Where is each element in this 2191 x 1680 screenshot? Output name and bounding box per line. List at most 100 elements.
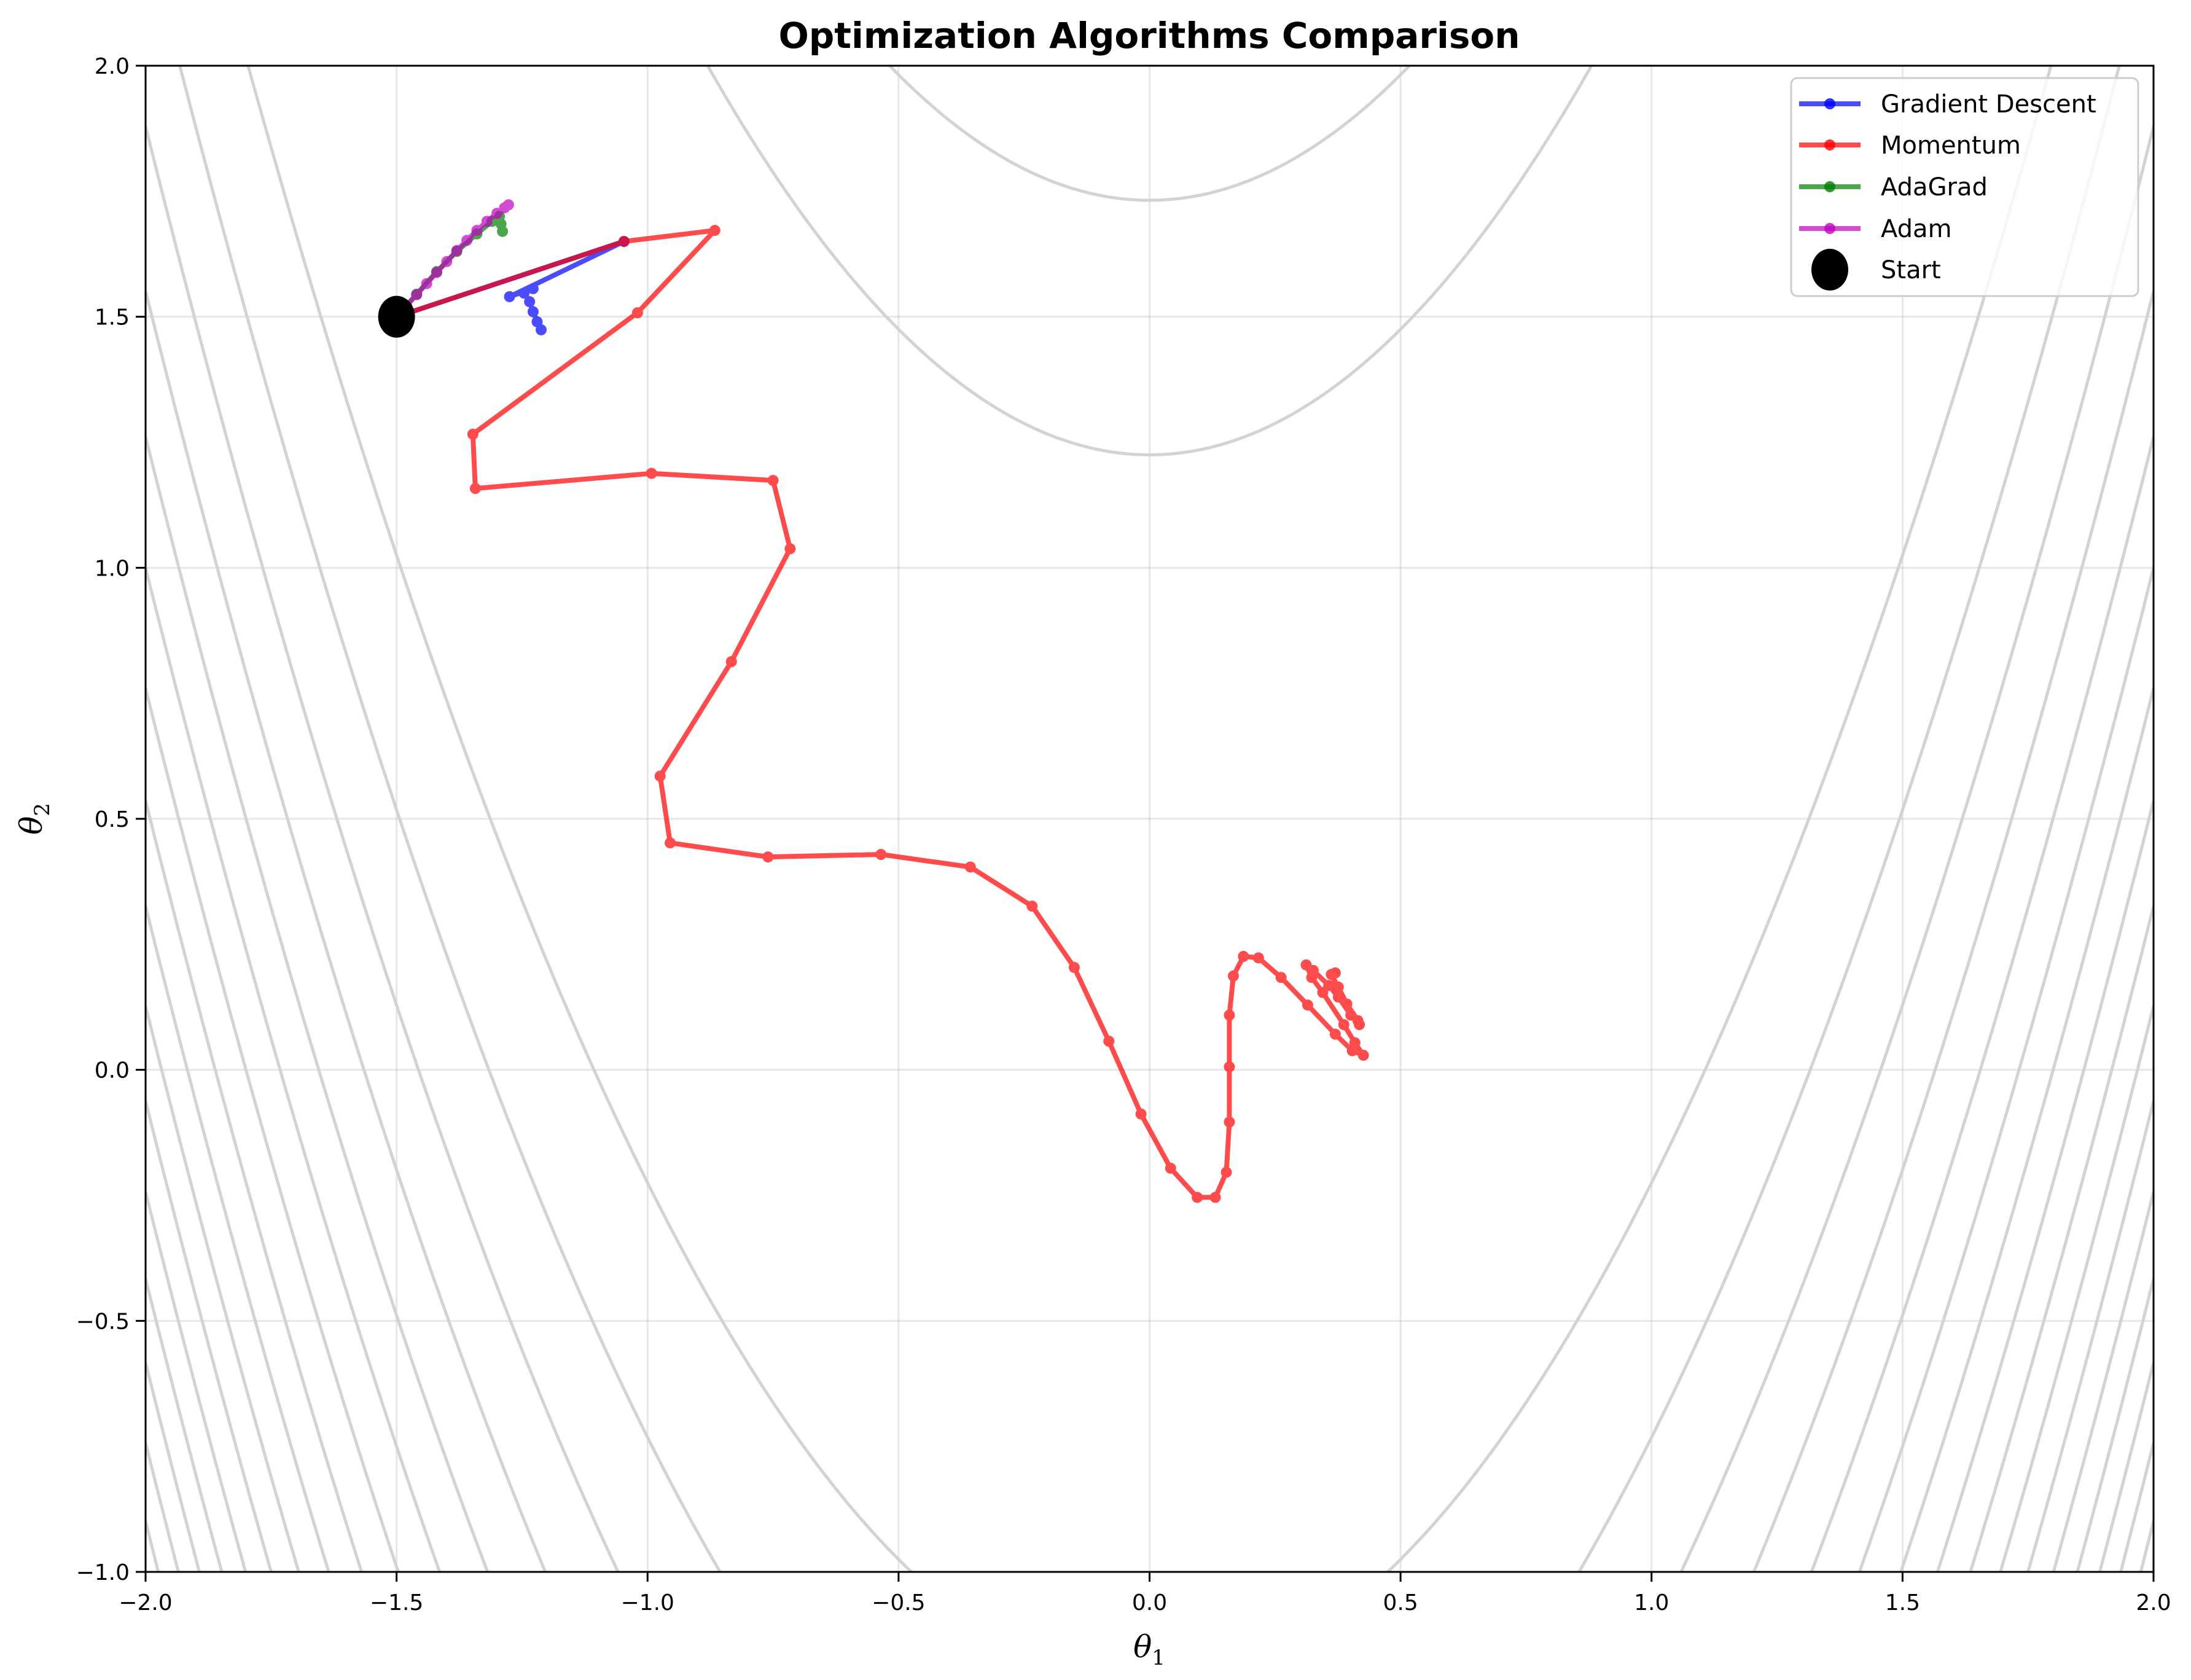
y-tick-label: 0.0 — [95, 1058, 130, 1084]
trajectory-point — [527, 306, 539, 318]
trajectory-point — [1192, 1192, 1203, 1203]
trajectory-point — [767, 475, 779, 486]
y-tick-label: 1.0 — [95, 556, 130, 581]
trajectory-point — [1329, 1028, 1341, 1040]
legend-label: AdaGrad — [1881, 173, 1988, 201]
trajectory-point — [1238, 950, 1249, 962]
trajectory-point — [618, 236, 630, 248]
legend-label: Start — [1881, 256, 1941, 284]
start-marker — [378, 295, 415, 338]
trajectory-point — [1307, 964, 1319, 976]
trajectory-point — [1220, 1166, 1232, 1178]
contour-line — [706, 66, 1593, 456]
y-tick-label: −0.5 — [76, 1309, 130, 1334]
y-tick-label: −1.0 — [76, 1560, 130, 1585]
legend-item-gradient-descent: Gradient Descent — [1799, 90, 2096, 119]
trajectory-point — [762, 851, 774, 863]
trajectory-point — [1103, 1036, 1115, 1047]
trajectory-point — [1068, 961, 1080, 973]
legend-dot-icon — [1824, 98, 1835, 109]
trajectory-point — [665, 837, 676, 849]
legend-dot-icon — [1824, 223, 1835, 234]
trajectory-point — [1227, 970, 1239, 982]
x-tick-label: −1.5 — [370, 1590, 423, 1616]
x-tick-label: 1.0 — [1634, 1590, 1669, 1616]
trajectory-point — [441, 256, 453, 267]
series-momentum — [391, 225, 1369, 1203]
x-axis-ticks: −2.0 −1.5 −1.0 −0.5 0.0 0.5 1.0 1.5 2.0 — [119, 1572, 2171, 1616]
legend-label: Adam — [1881, 215, 1952, 243]
legend-marker-icon — [1811, 249, 1848, 291]
contour-line — [146, 126, 2154, 1572]
trajectory-point — [431, 267, 443, 278]
x-axis-label: θ1 — [1133, 1629, 1165, 1670]
chart-title: Optimization Algorithms Comparison — [778, 15, 1520, 57]
contour-line — [178, 66, 2121, 1572]
trajectory-point — [646, 467, 657, 479]
trajectory-point — [451, 244, 463, 256]
trajectory-point — [1332, 981, 1344, 993]
x-tick-label: 1.5 — [1885, 1590, 1920, 1616]
trajectory-point — [524, 296, 536, 308]
trajectory-point — [535, 324, 547, 335]
trajectory-point — [411, 289, 423, 300]
trajectory-point — [481, 216, 493, 227]
trajectory-point — [709, 225, 721, 236]
trajectory-point — [1224, 1061, 1235, 1072]
trajectory-point — [1332, 991, 1344, 1003]
contour-lines — [146, 66, 2154, 1572]
trajectory-point — [1135, 1108, 1147, 1120]
trajectory-point — [964, 861, 976, 873]
trajectory-point — [1329, 967, 1341, 979]
trajectory-point — [1349, 1037, 1361, 1049]
trajectory-point — [1224, 1116, 1235, 1128]
trajectory-point — [1323, 980, 1335, 991]
contour-line — [887, 66, 1412, 202]
trajectory-point — [1275, 972, 1287, 983]
legend-dot-icon — [1824, 139, 1835, 150]
trajectory-point — [631, 307, 643, 319]
trajectory-point — [497, 225, 509, 237]
trajectory-point — [518, 287, 530, 299]
trajectory-point — [1165, 1162, 1176, 1174]
trajectory-point — [461, 235, 473, 246]
y-tick-label: 2.0 — [95, 54, 130, 79]
trajectory-point — [1026, 901, 1038, 912]
legend-label: Momentum — [1881, 131, 2021, 160]
trajectory-point — [1252, 952, 1264, 964]
x-tick-label: −0.5 — [872, 1590, 925, 1616]
trajectory-point — [1338, 1019, 1349, 1031]
contour-line — [146, 291, 2154, 1572]
trajectory-point — [654, 770, 666, 782]
trajectory-point — [1209, 1192, 1221, 1203]
legend-item-start: Start — [1811, 249, 1941, 291]
y-axis-label: θ2 — [14, 803, 55, 835]
trajectory-point — [1341, 998, 1353, 1010]
legend: Gradient Descent Momentum AdaGrad Adam Start — [1790, 77, 2139, 297]
trajectory-point — [1352, 1015, 1364, 1026]
trajectory-point — [504, 291, 515, 302]
legend-dot-icon — [1824, 181, 1835, 192]
trajectory-point — [1224, 1009, 1235, 1021]
y-axis-ticks: −1.0 −0.5 0.0 0.5 1.0 1.5 2.0 — [76, 54, 146, 1585]
x-tick-label: 0.0 — [1132, 1590, 1167, 1616]
legend-item-adam: Adam — [1799, 215, 1952, 243]
y-tick-label: 0.5 — [95, 807, 130, 832]
x-tick-label: −2.0 — [119, 1590, 172, 1616]
legend-item-momentum: Momentum — [1799, 131, 2021, 160]
trajectory-point — [471, 225, 483, 236]
trajectory-point — [1357, 1049, 1369, 1061]
legend-box — [1790, 77, 2139, 297]
trajectory-point — [502, 199, 514, 211]
trajectory-point — [469, 483, 481, 494]
trajectory-point — [421, 278, 432, 289]
y-tick-label: 1.5 — [95, 305, 130, 330]
trajectory-point — [1302, 999, 1313, 1011]
trajectory-point — [875, 849, 887, 861]
trajectory-point — [527, 283, 539, 294]
trajectory-point — [784, 543, 796, 555]
start-point-marker — [378, 295, 415, 338]
trajectory-point — [467, 428, 478, 440]
x-tick-label: −1.0 — [621, 1590, 674, 1616]
